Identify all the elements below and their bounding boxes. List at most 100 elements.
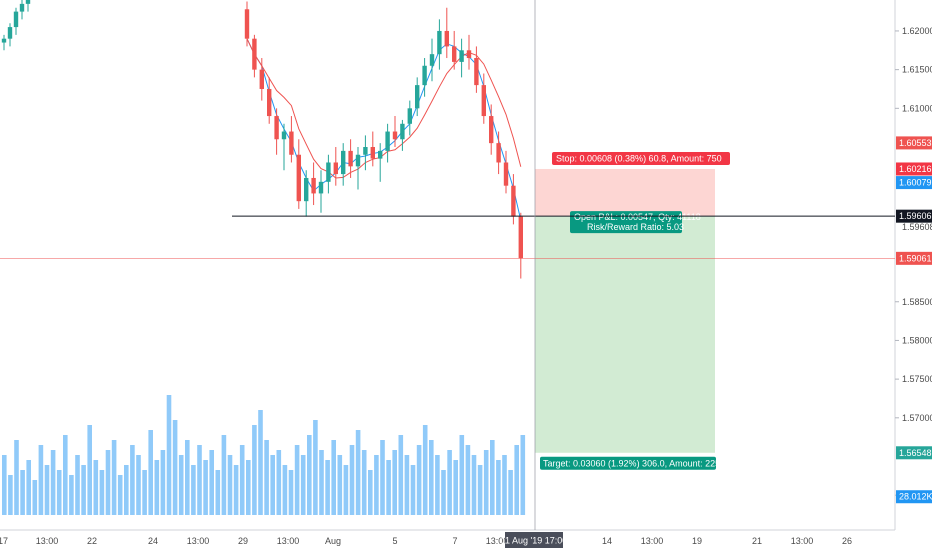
volume-bar [404, 455, 410, 515]
candle-body [474, 58, 479, 86]
candle-body [7, 27, 13, 39]
volume-bar [508, 470, 513, 515]
candle-body [1, 38, 7, 43]
candle-body [422, 65, 427, 86]
candle-body [318, 181, 324, 194]
crosshair-time-box [505, 532, 563, 548]
price-tag: 1.60216 [896, 162, 932, 176]
time-tick-label: 7 [452, 536, 457, 546]
volume-bar [233, 465, 239, 515]
volume-bar [416, 445, 422, 515]
target-label: Target: 0.03060 (1.92%) 306.0, Amount: 2… [540, 456, 738, 470]
candle-body [304, 177, 309, 202]
price-tag-label: 28.012K [899, 492, 932, 502]
volume-bar [99, 470, 105, 515]
price-axis[interactable]: 1.62000 1.61500 1.61000 1.58500 1.58000 1.575… [895, 26, 932, 504]
volume-bar [307, 435, 312, 515]
volume-bar [185, 440, 190, 515]
volume-bar [477, 465, 483, 515]
candle-body [252, 38, 257, 70]
volume-bar [160, 450, 166, 515]
crosshair-time-text: 11 Aug '19 17:00 [501, 536, 568, 546]
candle-body [267, 88, 272, 117]
candle-body [326, 162, 331, 182]
time-tick-label: 19 [692, 536, 702, 546]
volume-bar [331, 440, 336, 515]
volume-bar [8, 475, 13, 515]
stop-label-text: Stop: 0.00608 (0.38%) 60.8, Amount: 750 [556, 153, 722, 163]
open-pnl-label: Open P&L: 0.00547, Qty: 41118Risk/Reward… [570, 211, 701, 234]
volume-bar [325, 460, 330, 515]
slow-moving-average [246, 38, 522, 179]
candle-body [429, 54, 435, 66]
volume-bar [368, 470, 373, 515]
candle-body [296, 154, 301, 202]
candle-body [481, 85, 486, 117]
volume-bar [435, 455, 440, 515]
time-tick-label: 24 [148, 536, 158, 546]
volume-bar [447, 450, 452, 515]
candle-body [489, 116, 494, 144]
volume-bar [209, 450, 214, 515]
candle-body [444, 30, 449, 47]
volume-bar [264, 440, 269, 515]
volume-bar [32, 480, 38, 515]
volume-bar [276, 450, 282, 515]
price-tag-label: 1.60079 [899, 178, 932, 188]
volume-bar [2, 455, 7, 515]
volume-bar [148, 430, 153, 515]
volume-bar [465, 445, 471, 515]
volume-bar [514, 445, 519, 515]
time-tick-label: 26 [842, 536, 852, 546]
candle-body [511, 185, 516, 217]
price-tick-label: 1.62000 [902, 26, 932, 36]
time-tick-label: 13:00 [791, 536, 814, 546]
volume-bar [361, 450, 367, 515]
price-tag: 1.59606 [896, 209, 932, 223]
volume-bar [154, 460, 160, 515]
price-tag-box [896, 162, 932, 176]
time-tick-label: 22 [87, 536, 97, 546]
volume-bar [227, 455, 233, 515]
price-tag-label: 1.60553 [899, 138, 932, 148]
volume-bar [75, 455, 80, 515]
candle-body [378, 150, 383, 159]
volume-bar [398, 435, 404, 515]
volume-bar [56, 470, 62, 515]
volume-bar [117, 475, 123, 515]
volume-bar [172, 420, 178, 515]
volume-bar [87, 425, 92, 515]
price-tag-box [896, 209, 932, 223]
candle-body [19, 3, 25, 12]
volume-bar [380, 440, 385, 515]
candle-body [503, 162, 509, 186]
volume-bar [496, 460, 501, 515]
long-position-tool[interactable]: Stop: 0.00608 (0.38%) 60.8, Amount: 750 O… [535, 151, 738, 470]
volume-bars [2, 395, 526, 515]
volume-bar [410, 465, 416, 515]
candle-body [348, 150, 353, 167]
price-tick-label: 1.59608 [902, 222, 932, 232]
candle-body [289, 131, 294, 155]
volume-bar [429, 440, 434, 515]
stop-label: Stop: 0.00608 (0.38%) 60.8, Amount: 750 [552, 151, 730, 165]
volume-bar [14, 440, 19, 515]
volume-bar [422, 425, 428, 515]
volume-bar [130, 445, 135, 515]
volume-bar [124, 465, 129, 515]
price-tag: 1.60079 [896, 176, 932, 190]
price-tag-label: 1.59606 [899, 211, 932, 221]
volume-bar [282, 465, 288, 515]
volume-bar [270, 455, 275, 515]
volume-bar [459, 435, 465, 515]
price-tick-label: 1.57000 [902, 413, 932, 423]
time-tick-label: 13:00 [486, 536, 509, 546]
candle-body [311, 177, 316, 194]
volume-bar [490, 440, 495, 515]
volume-bar [246, 460, 251, 515]
time-axis[interactable]: 17 13:00 22 24 13:00 29 13:00 Aug 5 7 13:00 14 13:00… [0, 532, 852, 548]
open-pnl-text: Open P&L: 0.00547, Qty: 41118 [574, 212, 701, 222]
candle-body [370, 147, 375, 159]
risk-reward-text: Risk/Reward Ratio: 5.03 [587, 222, 684, 232]
